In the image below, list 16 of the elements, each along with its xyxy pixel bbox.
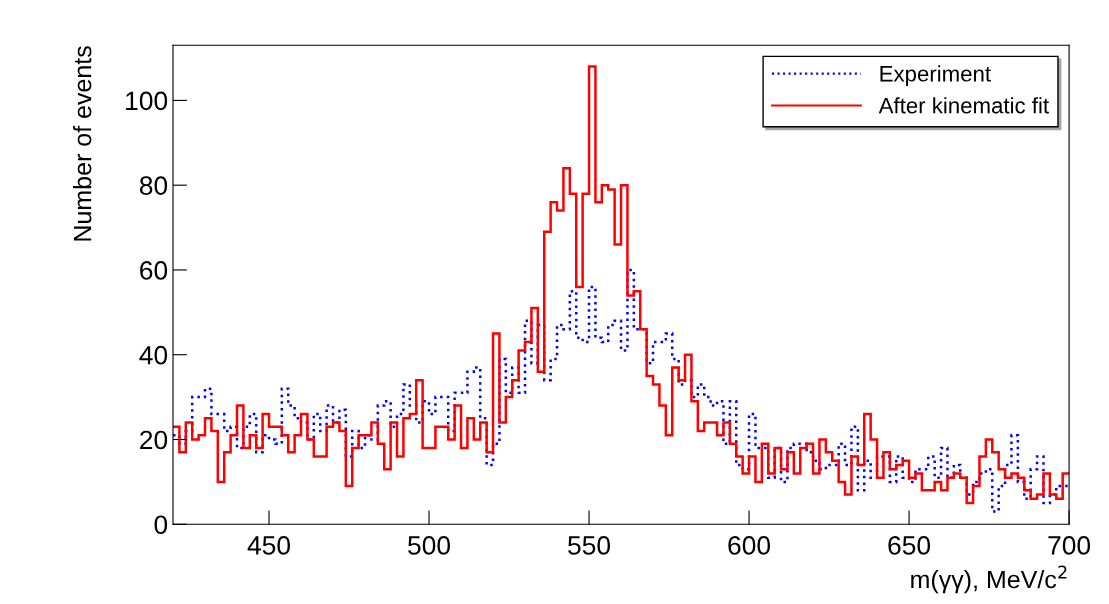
x-tick-label: 650 bbox=[888, 536, 931, 555]
legend-label: After kinematic fit bbox=[878, 97, 1049, 114]
x-axis-title: m(γγ), MeV/c$^{2}$ bbox=[911, 565, 1067, 594]
y-tick-label: 0 bbox=[154, 515, 168, 535]
x-tick-label: 700 bbox=[1048, 536, 1091, 555]
y-tick-label: 40 bbox=[139, 345, 168, 365]
y-tick-label: 80 bbox=[139, 176, 168, 195]
x-tick-label: 600 bbox=[728, 536, 771, 555]
y-tick-label: 100 bbox=[126, 91, 168, 111]
legend-label: Experiment bbox=[880, 65, 991, 87]
y-tick-label: 20 bbox=[140, 430, 168, 450]
y-tick-label: 60 bbox=[140, 261, 168, 280]
x-tick-label: 450 bbox=[247, 536, 290, 555]
x-tick-label: 500 bbox=[408, 536, 451, 555]
x-tick-label: 550 bbox=[568, 536, 611, 555]
y-axis-title: Number of events bbox=[73, 46, 92, 241]
